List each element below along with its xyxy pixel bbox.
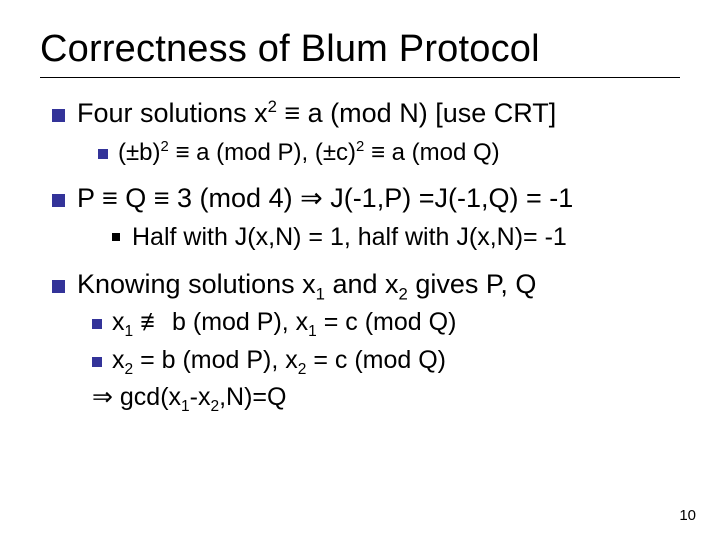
title-divider — [40, 77, 680, 78]
slide: Correctness of Blum Protocol Four soluti… — [0, 0, 720, 540]
bullet-3a-text-c: = c (mod Q) — [317, 308, 457, 336]
square-bullet-icon — [92, 357, 102, 367]
bullet-1: Four solutions x2 ≡ a (mod N) [use CRT] — [52, 96, 680, 131]
page-number: 10 — [679, 507, 696, 524]
slide-title: Correctness of Blum Protocol — [40, 28, 680, 71]
bullet-3b-text-a: x — [112, 346, 125, 374]
bullet-2-text: P ≡ Q ≡ 3 (mod 4) ⇒ J(-1,P) =J(-1,Q) = -… — [77, 183, 573, 213]
bullet-3a-text-b: ≢ b (mod P), x — [133, 308, 308, 336]
bullet-3: Knowing solutions x1 and x2 gives P, Q — [52, 267, 680, 302]
bullet-3b-sub1: 2 — [125, 361, 134, 378]
bullet-3c-text-c: ,N)=Q — [219, 383, 286, 411]
bullet-3b-text-c: = c (mod Q) — [306, 346, 446, 374]
bullet-3a: x1 ≢ b (mod P), x1 = c (mod Q) — [92, 306, 680, 340]
dot-bullet-icon — [112, 233, 120, 241]
bullet-3-sub2: 2 — [399, 285, 408, 304]
bullet-3-text-a: Knowing solutions x — [77, 269, 316, 299]
square-bullet-icon — [52, 280, 65, 293]
bullet-3c-text-b: -x — [190, 383, 211, 411]
bullet-3c-sub2: 2 — [210, 398, 219, 415]
bullet-3c-sub1: 1 — [181, 398, 190, 415]
bullet-1-sup: 2 — [268, 97, 277, 116]
bullet-2: P ≡ Q ≡ 3 (mod 4) ⇒ J(-1,P) =J(-1,Q) = -… — [52, 181, 680, 216]
bullet-2a-text: Half with J(x,N) = 1, half with J(x,N)= … — [132, 223, 567, 251]
bullet-1a: (±b)2 ≡ a (mod P), (±c)2 ≡ a (mod Q) — [98, 137, 680, 169]
bullet-3a-sub1: 1 — [125, 323, 134, 340]
bullet-3-text-b: and x — [325, 269, 399, 299]
bullet-3b: x2 = b (mod P), x2 = c (mod Q) — [92, 344, 680, 378]
square-bullet-icon — [52, 194, 65, 207]
bullet-1-text-b: ≡ a (mod N) [use CRT] — [277, 98, 556, 128]
bullet-3a-text-a: x — [112, 308, 125, 336]
square-bullet-icon — [52, 109, 65, 122]
bullet-3b-text-b: = b (mod P), x — [133, 346, 298, 374]
bullet-1a-sup1: 2 — [161, 139, 169, 155]
bullet-3-sub1: 1 — [316, 285, 325, 304]
square-bullet-icon — [92, 319, 102, 329]
bullet-3-text-c: gives P, Q — [408, 269, 537, 299]
bullet-2a: Half with J(x,N) = 1, half with J(x,N)= … — [112, 221, 680, 255]
square-bullet-icon — [98, 149, 108, 159]
bullet-3c-text-a: ⇒ gcd(x — [92, 383, 181, 411]
bullet-1a-text-c: ≡ a (mod Q) — [364, 139, 499, 166]
bullet-3c: ⇒ gcd(x1-x2,N)=Q — [92, 381, 680, 415]
bullet-3a-sub2: 1 — [308, 323, 317, 340]
bullet-1a-text-a: (±b) — [118, 139, 161, 166]
bullet-1-text-a: Four solutions x — [77, 98, 268, 128]
bullet-1a-text-b: ≡ a (mod P), (±c) — [169, 139, 356, 166]
